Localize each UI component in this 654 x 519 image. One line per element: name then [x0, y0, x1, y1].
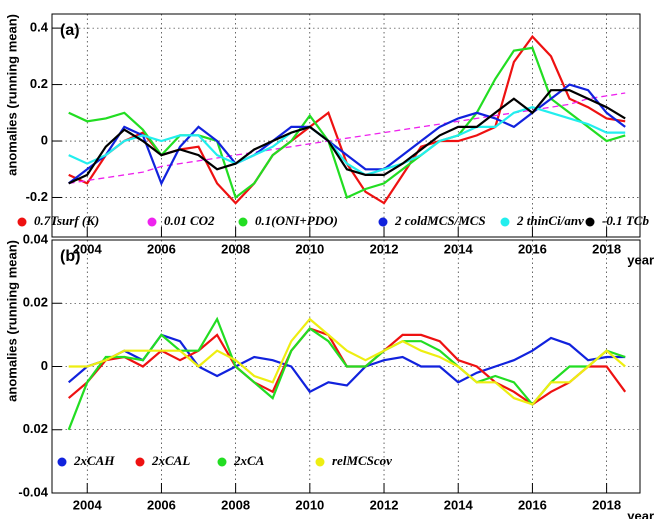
legend-label: 2 coldMCS/MCS [394, 213, 486, 228]
legend-label: 2xCAL [151, 453, 190, 468]
y-tick-label: 0.02 [23, 295, 48, 310]
legend-marker [217, 457, 227, 467]
legend-label: 0.7Tsurf (K) [34, 213, 99, 228]
series-line [68, 34, 626, 205]
y-tick-label: -0.2 [26, 189, 48, 204]
series-line [68, 46, 626, 200]
x-tick-label: 2004 [73, 241, 103, 256]
x-tick-label: 2012 [370, 497, 399, 512]
plot-frame [51, 13, 641, 238]
legend-marker [315, 457, 325, 467]
panel-label: (a) [60, 22, 80, 39]
x-tick-label: 2018 [592, 241, 621, 256]
legend-marker [147, 217, 157, 227]
series-line [68, 317, 626, 406]
y-tick-label: 0 [41, 132, 48, 147]
y-tick-label: 0.04 [23, 231, 49, 246]
x-tick-label: 2006 [147, 497, 176, 512]
legend-label: 0.01 CO2 [164, 213, 215, 228]
y-axis-label: anomalies (running mean) [4, 14, 19, 176]
x-tick-label: 2008 [221, 497, 250, 512]
x-tick-label: 2012 [370, 241, 399, 256]
x-axis-label: year [627, 508, 654, 519]
y-axis-label: anomalies (running mean) [4, 240, 19, 402]
x-axis-label: year [627, 252, 654, 267]
x-tick-label: 2010 [295, 241, 324, 256]
legend-label: -0.1 TCb [602, 213, 649, 228]
x-tick-label: 2008 [221, 241, 250, 256]
x-tick-label: 2014 [444, 497, 474, 512]
legend-label: relMCScov [332, 453, 392, 468]
y-tick-label: 0.02 [23, 421, 48, 436]
legend-marker [378, 217, 388, 227]
x-tick-label: 2018 [592, 497, 621, 512]
legend-label: 0.1(ONI+PDO) [255, 213, 338, 228]
x-tick-label: 2016 [518, 241, 547, 256]
legend-marker [17, 217, 27, 227]
series-line [68, 92, 626, 185]
y-tick-label: 0.4 [30, 20, 49, 35]
series-line [68, 106, 626, 177]
legend-marker [135, 457, 145, 467]
legend-label: 2 thinCi/anv [516, 213, 584, 228]
series-line [67, 316, 626, 431]
y-tick-label: -0.04 [18, 484, 48, 499]
y-tick-label: 0 [41, 358, 48, 373]
legend-marker [57, 457, 67, 467]
legend-label: 2xCAH [73, 453, 115, 468]
panel-label: (b) [60, 248, 80, 265]
x-tick-label: 2016 [518, 497, 547, 512]
legend-marker [585, 217, 595, 227]
legend-label: 2xCA [233, 453, 265, 468]
x-tick-label: 2014 [444, 241, 474, 256]
y-tick-label: 0.2 [30, 76, 48, 91]
x-tick-label: 2010 [295, 497, 324, 512]
series-line [68, 89, 626, 185]
x-tick-label: 2006 [147, 241, 176, 256]
x-tick-label: 2004 [73, 497, 103, 512]
series-line [67, 333, 626, 394]
legend-marker [500, 217, 510, 227]
legend-marker [238, 217, 248, 227]
